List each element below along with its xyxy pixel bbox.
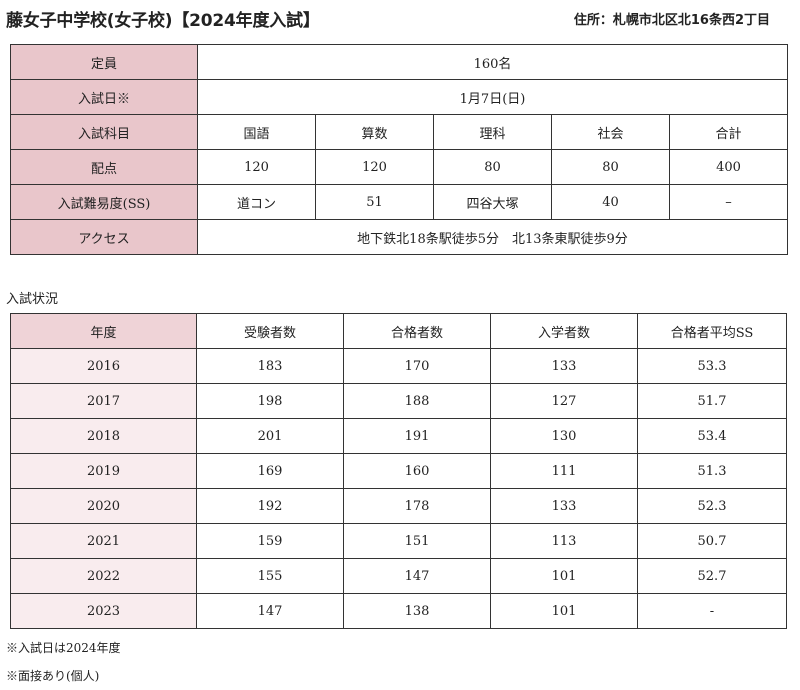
passed-cell: 178: [343, 488, 491, 524]
difficulty-cell: 40: [551, 184, 670, 220]
points-cell: 120: [315, 149, 434, 185]
passed-cell: 188: [343, 383, 491, 419]
column-header: 入学者数: [490, 313, 638, 349]
subject-cell: 合計: [669, 114, 788, 150]
difficulty-cell: –: [669, 184, 788, 220]
examinees-cell: 198: [196, 383, 344, 419]
examinees-cell: 183: [196, 348, 344, 384]
column-header: 年度: [10, 313, 197, 349]
points-cell: 80: [433, 149, 552, 185]
difficulty-cell: 四谷大塚: [433, 184, 552, 220]
enrolled-cell: 127: [490, 383, 638, 419]
table-row: 2023 147 138 101 -: [10, 593, 787, 629]
passed-cell: 170: [343, 348, 491, 384]
table-row: 2022 155 147 101 52.7: [10, 558, 787, 594]
footnotes: ※入試日は2024年度 ※面接あり(個人): [6, 634, 121, 690]
difficulty-cell: 51: [315, 184, 434, 220]
access-value: 地下鉄北18条駅徒歩5分 北13条東駅徒歩9分: [197, 219, 788, 255]
capacity-value: 160名: [197, 44, 788, 80]
year-cell: 2023: [10, 593, 197, 629]
enrolled-cell: 130: [490, 418, 638, 454]
average-ss-cell: 51.3: [637, 453, 787, 489]
table-row: 2021 159 151 113 50.7: [10, 523, 787, 559]
points-label: 配点: [10, 149, 198, 185]
enrolled-cell: 111: [490, 453, 638, 489]
difficulty-row: 入試難易度(SS) 道コン 51 四谷大塚 40 –: [10, 184, 788, 220]
average-ss-cell: 52.3: [637, 488, 787, 524]
examinees-cell: 201: [196, 418, 344, 454]
enrolled-cell: 113: [490, 523, 638, 559]
average-ss-cell: -: [637, 593, 787, 629]
table-row: 2019 169 160 111 51.3: [10, 453, 787, 489]
year-cell: 2021: [10, 523, 197, 559]
column-header: 合格者数: [343, 313, 491, 349]
year-cell: 2016: [10, 348, 197, 384]
column-header: 受験者数: [196, 313, 344, 349]
school-address: 住所：札幌市北区北16条西2丁目: [573, 13, 770, 28]
table-row: 2018 201 191 130 53.4: [10, 418, 787, 454]
subject-cell: 理科: [433, 114, 552, 150]
difficulty-label: 入試難易度(SS): [10, 184, 198, 220]
table-row: 2017 198 188 127 51.7: [10, 383, 787, 419]
passed-cell: 160: [343, 453, 491, 489]
footnote: ※入試日は2024年度: [6, 641, 121, 655]
average-ss-cell: 53.4: [637, 418, 787, 454]
page-header: 藤女子中学校(女子校)【2024年度入試】 住所：札幌市北区北16条西2丁目: [6, 6, 792, 32]
exam-date-label: 入試日※: [10, 79, 198, 115]
points-row: 配点 120 120 80 80 400: [10, 149, 788, 185]
average-ss-cell: 53.3: [637, 348, 787, 384]
passed-cell: 138: [343, 593, 491, 629]
enrolled-cell: 133: [490, 488, 638, 524]
subjects-label: 入試科目: [10, 114, 198, 150]
exam-date-value: 1月7日(日): [197, 79, 788, 115]
examinees-cell: 169: [196, 453, 344, 489]
subject-cell: 国語: [197, 114, 316, 150]
average-ss-cell: 52.7: [637, 558, 787, 594]
year-cell: 2018: [10, 418, 197, 454]
capacity-row: 定員 160名: [10, 44, 788, 80]
passed-cell: 191: [343, 418, 491, 454]
points-cell: 80: [551, 149, 670, 185]
exam-info-table: 定員 160名 入試日※ 1月7日(日) 入試科目 国語 算数 理科 社会 合計…: [10, 44, 788, 255]
exam-date-row: 入試日※ 1月7日(日): [10, 79, 788, 115]
enrolled-cell: 133: [490, 348, 638, 384]
enrolled-cell: 101: [490, 593, 638, 629]
exam-status-table: 年度 受験者数 合格者数 入学者数 合格者平均SS 2016 183 170 1…: [10, 313, 787, 629]
footnote: ※面接あり(個人): [6, 669, 100, 683]
examinees-cell: 192: [196, 488, 344, 524]
examinees-cell: 147: [196, 593, 344, 629]
points-cell: 120: [197, 149, 316, 185]
table-row: 2020 192 178 133 52.3: [10, 488, 787, 524]
difficulty-cell: 道コン: [197, 184, 316, 220]
year-cell: 2020: [10, 488, 197, 524]
average-ss-cell: 50.7: [637, 523, 787, 559]
subject-cell: 社会: [551, 114, 670, 150]
examinees-cell: 159: [196, 523, 344, 559]
points-cell: 400: [669, 149, 788, 185]
year-cell: 2017: [10, 383, 197, 419]
subject-cell: 算数: [315, 114, 434, 150]
access-row: アクセス 地下鉄北18条駅徒歩5分 北13条東駅徒歩9分: [10, 219, 788, 255]
exam-status-heading: 入試状況: [6, 292, 59, 307]
page-title: 藤女子中学校(女子校)【2024年度入試】: [6, 11, 320, 31]
capacity-label: 定員: [10, 44, 198, 80]
subjects-row: 入試科目 国語 算数 理科 社会 合計: [10, 114, 788, 150]
examinees-cell: 155: [196, 558, 344, 594]
table-row: 2016 183 170 133 53.3: [10, 348, 787, 384]
year-cell: 2022: [10, 558, 197, 594]
passed-cell: 147: [343, 558, 491, 594]
enrolled-cell: 101: [490, 558, 638, 594]
column-header: 合格者平均SS: [637, 313, 787, 349]
status-header-row: 年度 受験者数 合格者数 入学者数 合格者平均SS: [10, 313, 787, 349]
access-label: アクセス: [10, 219, 198, 255]
passed-cell: 151: [343, 523, 491, 559]
year-cell: 2019: [10, 453, 197, 489]
average-ss-cell: 51.7: [637, 383, 787, 419]
